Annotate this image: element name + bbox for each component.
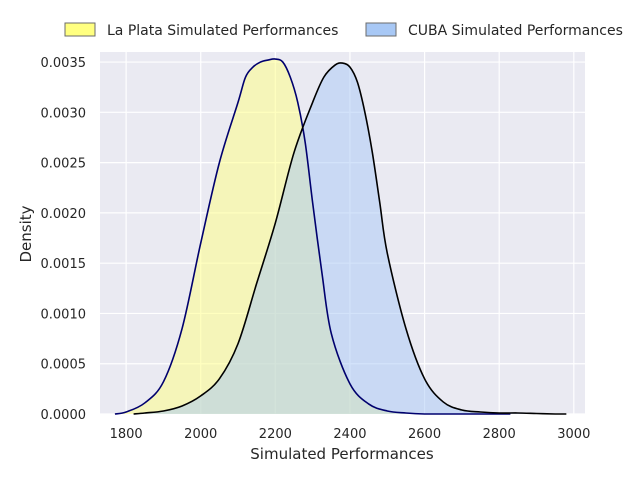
- y-tick-label-1: 0.0005: [41, 358, 87, 373]
- x-axis-label: Simulated Performances: [250, 445, 434, 463]
- x-tick-label-1800: 1800: [110, 427, 143, 442]
- x-tick-label-2600: 2600: [408, 427, 441, 442]
- y-tick-label-5: 0.0025: [41, 157, 87, 172]
- x-tick-label-2400: 2400: [333, 427, 366, 442]
- y-tick-label-6: 0.0030: [41, 106, 87, 121]
- x-tick-label-2000: 2000: [184, 427, 217, 442]
- x-tick-label-3000: 3000: [557, 427, 590, 442]
- density-line-series-1: [114, 58, 511, 415]
- y-tick-label-3: 0.0015: [41, 257, 87, 272]
- y-tick-label-7: 0.0035: [41, 56, 87, 71]
- x-axis-ticks: 1800 2000 2200 2400 2600 2800 3000: [110, 427, 591, 442]
- density-areas: [114, 58, 567, 415]
- legend: La Plata Simulated Performances CUBA Simu…: [64, 22, 623, 39]
- density-lines: [114, 58, 567, 415]
- legend-label-1: La Plata Simulated Performances: [107, 23, 338, 39]
- density-line-series-2: [133, 62, 567, 415]
- y-tick-label-2: 0.0010: [41, 307, 87, 322]
- density-area-series-2: [133, 62, 567, 414]
- y-axis-label: Density: [17, 205, 35, 262]
- x-tick-label-2200: 2200: [259, 427, 292, 442]
- y-tick-label-4: 0.0020: [41, 207, 87, 222]
- legend-swatch-2: [365, 22, 397, 37]
- legend-label-2: CUBA Simulated Performances: [408, 23, 623, 39]
- y-tick-label-0: 0.0000: [41, 408, 87, 423]
- y-axis-ticks: 0.0000 0.0005 0.0010 0.0015 0.0020 0.0025 0.00…: [41, 56, 87, 423]
- legend-swatch-1: [64, 22, 96, 37]
- x-tick-label-2800: 2800: [483, 427, 516, 442]
